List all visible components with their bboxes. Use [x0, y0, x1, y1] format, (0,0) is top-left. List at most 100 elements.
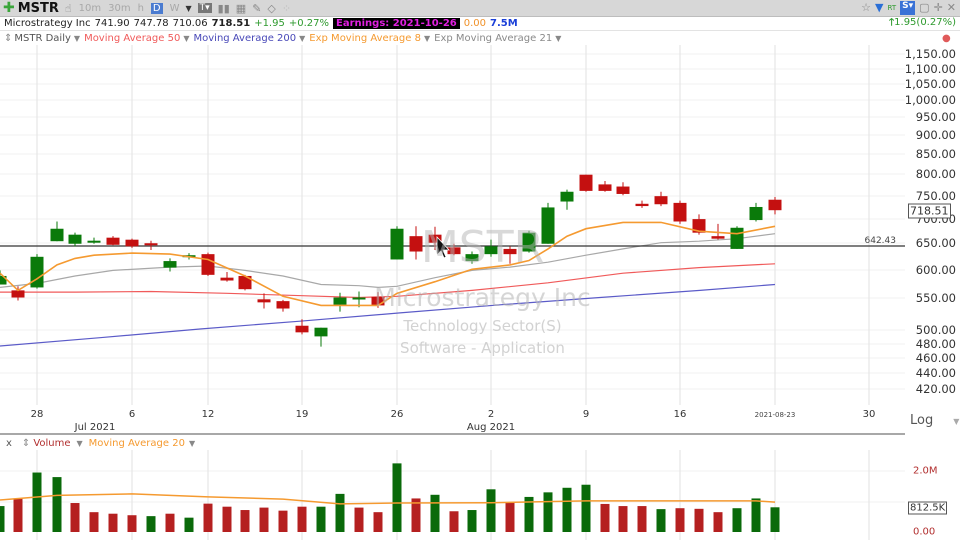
- price-tick: 750.00: [915, 189, 956, 203]
- chevron-down-icon[interactable]: ▼: [76, 438, 83, 448]
- price-tick: 500.00: [915, 323, 956, 337]
- current-date-label: 2021-08-23: [754, 411, 796, 419]
- volume-bar: [354, 507, 364, 532]
- scale-mode[interactable]: Log ▼: [910, 413, 960, 428]
- volume-bar: [203, 503, 213, 532]
- chevron-down-icon[interactable]: ▼: [555, 33, 562, 43]
- chart-toolbar: ✚ MSTR ☝ 10m 30m h D W ▼ T▾ ▮▮ ▦ ✎ ◇ ⁘ ☆…: [0, 0, 960, 17]
- price-tick: 1,100.00: [904, 62, 956, 76]
- candle: [503, 246, 517, 264]
- current-price-label: 718.51: [908, 203, 951, 219]
- symbol-label[interactable]: MSTR: [17, 0, 59, 16]
- price-tick: 1,000.00: [904, 93, 956, 107]
- s-menu-icon[interactable]: S▾: [900, 1, 916, 15]
- interval-30m[interactable]: 30m: [108, 2, 131, 14]
- candle: [390, 226, 404, 260]
- chevron-down-icon[interactable]: ▼: [299, 33, 306, 43]
- price-chart[interactable]: 642.43: [0, 45, 905, 405]
- volume-bar: [524, 496, 534, 532]
- candle: [11, 286, 25, 301]
- candle: [428, 226, 442, 250]
- bar-chart-icon[interactable]: ▮▮: [217, 1, 230, 15]
- chart-name[interactable]: MSTR Daily: [14, 32, 71, 44]
- volume-bar: [770, 507, 780, 532]
- interval-10m[interactable]: 10m: [78, 2, 102, 14]
- save-icon[interactable]: ▢: [919, 1, 930, 14]
- volume-value: 7.5M: [490, 18, 518, 29]
- up-arrow-icon: 🡑: [888, 17, 895, 28]
- volume-bar: [637, 506, 647, 532]
- chevron-down-icon[interactable]: ▼: [73, 33, 81, 43]
- close-icon[interactable]: ✕: [946, 1, 956, 14]
- ma200-label[interactable]: Moving Average 200: [193, 32, 297, 44]
- candle: [201, 252, 215, 276]
- volume-axis[interactable]: 2.0M 0.00 812.5K: [905, 450, 960, 540]
- candle: [447, 243, 461, 256]
- calendar-icon[interactable]: ▦: [235, 1, 247, 15]
- volume-bar: [694, 508, 704, 532]
- price-tick: 1,150.00: [904, 47, 956, 61]
- star-icon[interactable]: ☆: [861, 1, 872, 14]
- move-handle-icon[interactable]: ⇕: [4, 32, 13, 44]
- share-icon[interactable]: ⁘: [281, 1, 292, 15]
- candle: [30, 254, 44, 289]
- ema8-label[interactable]: Exp Moving Average 8: [309, 32, 421, 44]
- candle: [68, 232, 82, 247]
- price-tick: 900.00: [915, 128, 956, 142]
- volume-ma-label[interactable]: Moving Average 20: [88, 437, 185, 449]
- chevron-down-icon[interactable]: ▼: [183, 33, 190, 43]
- realtime-badge[interactable]: RT: [887, 4, 897, 12]
- candle: [106, 236, 120, 246]
- eraser-icon[interactable]: ◇: [267, 1, 276, 15]
- volume-bar: [562, 487, 572, 532]
- ma50-label[interactable]: Moving Average 50: [84, 32, 181, 44]
- volume-bar: [543, 492, 553, 532]
- volume-chart[interactable]: [0, 450, 905, 540]
- candle: [484, 239, 498, 257]
- move-handle-icon[interactable]: ⇕: [21, 437, 31, 449]
- candle: [522, 230, 536, 253]
- interval-weekly[interactable]: W: [169, 2, 180, 14]
- volume-bar: [222, 506, 232, 532]
- ema21-label[interactable]: Exp Moving Average 21: [434, 32, 553, 44]
- interval-daily[interactable]: D: [150, 2, 163, 14]
- volume-bar: [0, 506, 5, 532]
- add-symbol-icon[interactable]: ✚: [3, 0, 15, 16]
- chevron-down-icon[interactable]: ▼: [423, 33, 431, 43]
- price-tick: 550.00: [915, 291, 956, 305]
- interval-hour[interactable]: h: [137, 2, 144, 14]
- last-price: 718.51: [211, 18, 251, 29]
- volume-bar: [297, 506, 307, 532]
- pencil-icon[interactable]: ✎: [252, 1, 262, 15]
- interval-dropdown-icon[interactable]: ▼: [185, 3, 192, 13]
- chevron-down-icon[interactable]: ▼: [188, 438, 196, 448]
- volume-bar: [467, 510, 477, 532]
- month-label: Aug 2021: [466, 422, 516, 433]
- filter-icon[interactable]: ▼: [875, 1, 884, 14]
- price-tick: 850.00: [915, 147, 956, 161]
- current-volume-label: 812.5K: [908, 501, 948, 515]
- color-palette-icon[interactable]: ●: [942, 33, 951, 44]
- pane-divider[interactable]: [0, 433, 905, 435]
- price-change-pct: +0.27%: [288, 18, 329, 29]
- candle: [333, 292, 347, 312]
- volume-bar: [600, 503, 610, 532]
- date-tick: 26: [390, 409, 404, 420]
- price-axis[interactable]: 1,150.00 1,100.00 1,050.00 1,000.00 950.00 90…: [905, 45, 960, 435]
- candle: [465, 251, 479, 264]
- move-icon[interactable]: ✛: [933, 1, 943, 14]
- volume-bar: [486, 489, 496, 532]
- text-icon[interactable]: T▾: [197, 3, 212, 13]
- date-axis[interactable]: 28 6 12 19 26 2 9 16 30 Jul 2021 Aug 2021 2021-08-2…: [0, 405, 905, 435]
- earnings-date: Earnings: 2021-10-26: [333, 18, 460, 29]
- volume-label[interactable]: Volume: [33, 437, 71, 449]
- hand-icon[interactable]: ☝: [64, 1, 72, 15]
- candle: [541, 202, 555, 244]
- price-tick: 600.00: [915, 263, 956, 277]
- volume-bar: [618, 506, 628, 532]
- close-pane-icon[interactable]: x: [6, 437, 12, 449]
- candle: [673, 200, 687, 224]
- volume-bar: [184, 517, 194, 532]
- price-tick: 1,050.00: [904, 77, 956, 91]
- candle: [409, 226, 423, 260]
